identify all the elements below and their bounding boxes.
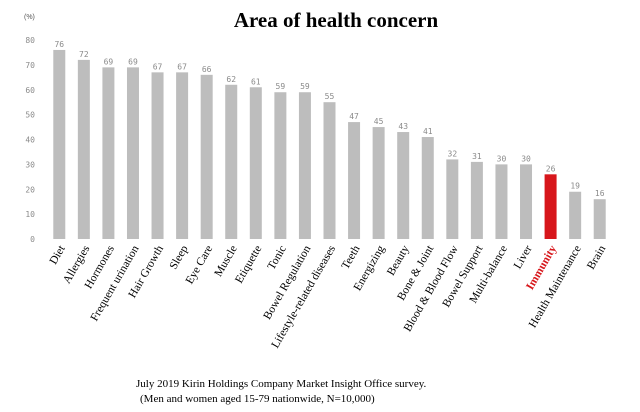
bar-value-label: 41 [423, 127, 433, 136]
y-axis-unit: (%) [24, 14, 35, 21]
bar [544, 174, 557, 239]
bar-value-label: 31 [472, 152, 482, 161]
x-tick-label: Brain [585, 243, 608, 271]
x-tick-label: Teeth [340, 243, 363, 271]
bar [274, 92, 287, 239]
y-tick-label: 50 [25, 111, 35, 120]
bar-value-label: 30 [497, 154, 507, 163]
bar [446, 159, 459, 239]
bar-value-label: 32 [448, 149, 458, 158]
x-tick-label: Sleep [168, 243, 191, 271]
bar-value-label: 43 [398, 122, 408, 131]
bar [200, 74, 213, 239]
x-tick-label: Tonic [266, 244, 289, 273]
bar [495, 164, 508, 239]
bar-value-label: 55 [325, 92, 335, 101]
x-tick-label: Liver [512, 243, 535, 271]
bar-value-label: 59 [276, 82, 286, 91]
bar-value-label: 69 [104, 57, 114, 66]
y-tick-label: 40 [25, 136, 35, 145]
x-tick-label: Diet [48, 243, 69, 267]
y-tick-label: 0 [30, 235, 35, 244]
bar [151, 72, 164, 240]
bar [323, 102, 336, 239]
bar [348, 122, 361, 239]
bar-value-label: 76 [54, 40, 64, 49]
bar [53, 49, 66, 240]
bar [569, 191, 582, 239]
bar [372, 127, 385, 239]
bar-value-label: 69 [128, 57, 138, 66]
bar-value-label: 26 [546, 164, 556, 173]
bar [176, 72, 189, 240]
y-tick-label: 80 [25, 36, 35, 45]
y-tick-label: 10 [25, 210, 35, 219]
chart-title: Area of health concern [234, 8, 439, 32]
bar [520, 164, 533, 239]
bar [249, 87, 262, 239]
y-tick-label: 30 [25, 160, 35, 169]
bar-value-label: 47 [349, 112, 359, 121]
bar-value-label: 62 [226, 75, 236, 84]
bar-value-label: 59 [300, 82, 310, 91]
source-note-line2: (Men and women aged 15-79 nationwide, N=… [140, 393, 375, 405]
y-tick-label: 20 [25, 185, 35, 194]
bar-value-label: 67 [177, 62, 187, 71]
bar [470, 161, 483, 239]
bar [77, 59, 90, 240]
y-axis-ticks: 0 10 20 30 40 50 60 70 80 [25, 36, 35, 244]
source-note-line1: July 2019 Kirin Holdings Company Market … [136, 378, 426, 390]
bar-value-label: 61 [251, 77, 261, 86]
bar [102, 67, 115, 239]
bar [126, 67, 139, 239]
bar-value-label: 67 [153, 62, 163, 71]
bars [53, 49, 606, 240]
bar [421, 137, 434, 239]
bar-value-label: 45 [374, 117, 384, 126]
bar [225, 84, 238, 240]
y-tick-label: 60 [25, 86, 35, 95]
value-labels: 76 72 69 69 67 67 66 62 61 59 59 55 47 45 43 41 32 31 30 30… [54, 40, 604, 198]
y-tick-label: 70 [25, 61, 35, 70]
bar-value-label: 19 [570, 182, 580, 191]
bar [593, 199, 606, 239]
bar-value-label: 66 [202, 65, 212, 74]
bar-value-label: 16 [595, 189, 605, 198]
bar-value-label: 30 [521, 154, 531, 163]
x-tick-label: Beauty [385, 243, 412, 277]
bar [397, 132, 410, 239]
bar [298, 92, 311, 239]
bar-value-label: 72 [79, 50, 89, 59]
